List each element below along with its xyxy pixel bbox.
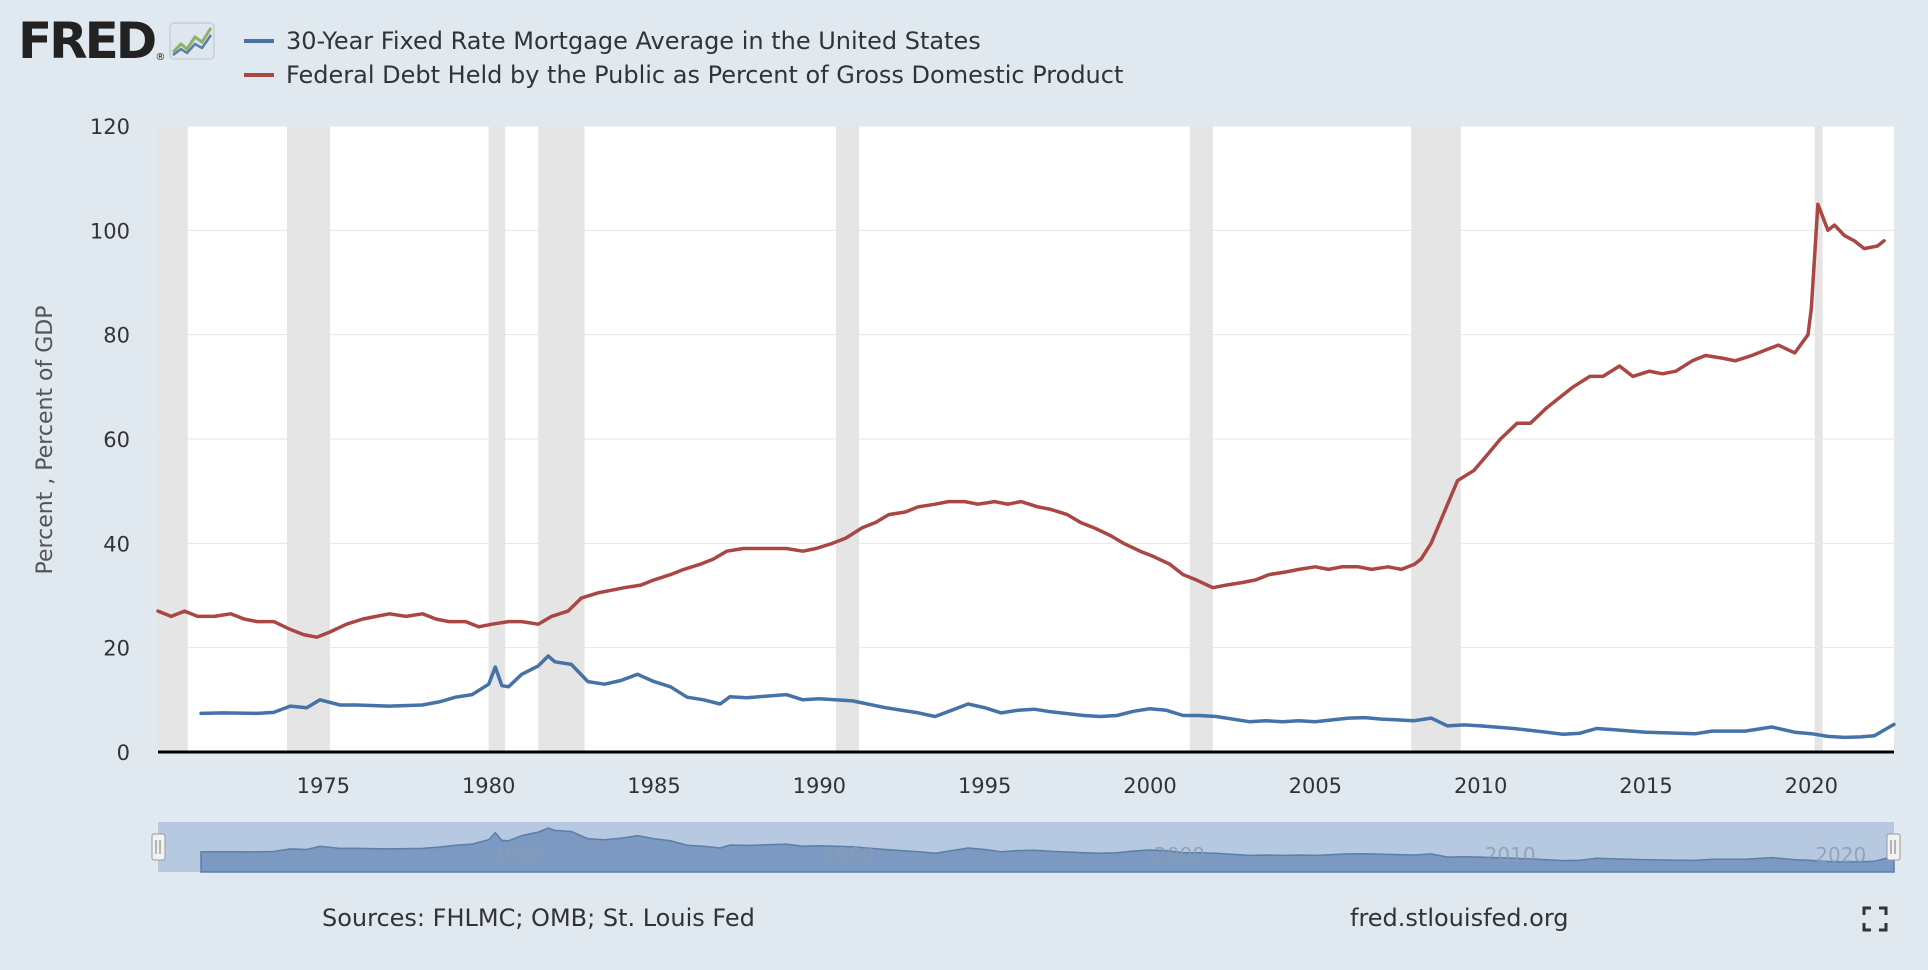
navigator-tick-label: 2020 xyxy=(1815,843,1866,867)
x-tick-label: 1995 xyxy=(958,774,1011,798)
x-tick-label: 1990 xyxy=(793,774,846,798)
series-line-federal-debt[interactable] xyxy=(156,202,1886,639)
y-tick-label: 20 xyxy=(103,637,130,661)
y-tick-label: 0 xyxy=(117,741,130,765)
x-tick-label: 2010 xyxy=(1454,774,1507,798)
legend-item-federal-debt[interactable]: Federal Debt Held by the Public as Perce… xyxy=(244,58,1123,92)
expand-icon[interactable] xyxy=(1862,906,1888,932)
chart-legend: 30-Year Fixed Rate Mortgage Average in t… xyxy=(244,24,1123,92)
x-tick-label: 2005 xyxy=(1289,774,1342,798)
logo-wordmark: FRED xyxy=(18,12,157,70)
y-tick-label: 120 xyxy=(90,115,130,139)
x-tick-label: 2015 xyxy=(1619,774,1672,798)
logo-chart-icon xyxy=(169,22,215,60)
y-tick-label: 60 xyxy=(103,428,130,452)
x-tick-label: 2020 xyxy=(1785,774,1838,798)
y-tick-label: 100 xyxy=(90,219,130,243)
x-tick-label: 1975 xyxy=(297,774,350,798)
navigator-right-handle[interactable] xyxy=(1886,833,1901,861)
x-tick-labels: 1975 1980 1985 1990 1995 2000 2005 2010 2015 2020 xyxy=(297,774,1838,798)
y-axis-title: Percent , Percent of GDP xyxy=(33,306,58,575)
legend-swatch-federal-debt xyxy=(244,73,274,77)
navigator-left-handle[interactable] xyxy=(151,833,166,861)
x-tick-label: 2000 xyxy=(1123,774,1176,798)
navigator-series-area xyxy=(200,827,1895,873)
y-tick-label: 80 xyxy=(103,324,130,348)
y-tick-label: 40 xyxy=(103,532,130,556)
y-tick-labels: 0 20 40 60 80 100 120 xyxy=(90,115,130,765)
legend-label-mortgage: 30-Year Fixed Rate Mortgage Average in t… xyxy=(286,27,981,55)
navigator[interactable]: 1980 1990 2000 2010 2020 xyxy=(151,822,1901,873)
legend-swatch-mortgage xyxy=(244,39,274,43)
y-gridlines xyxy=(158,125,1894,649)
legend-label-federal-debt: Federal Debt Held by the Public as Perce… xyxy=(286,61,1124,89)
navigator-tick-labels: 1980 1990 2000 2010 2020 xyxy=(493,843,1867,867)
logo-registered-mark: ® xyxy=(155,52,166,63)
fred-logo: FRED ® xyxy=(18,16,215,66)
footer-sources: Sources: FHLMC; OMB; St. Louis Fed xyxy=(322,904,755,932)
legend-item-mortgage[interactable]: 30-Year Fixed Rate Mortgage Average in t… xyxy=(244,24,1123,58)
x-tick-label: 1980 xyxy=(462,774,515,798)
navigator-tick-label: 2010 xyxy=(1485,843,1536,867)
series-line-mortgage-rate[interactable] xyxy=(199,654,1896,740)
series-lines xyxy=(156,202,1896,740)
x-tick-label: 1985 xyxy=(627,774,680,798)
footer-site-link[interactable]: fred.stlouisfed.org xyxy=(1350,904,1569,932)
navigator-tick-label: 2000 xyxy=(1154,843,1205,867)
navigator-tick-label: 1980 xyxy=(493,843,544,867)
navigator-tick-label: 1990 xyxy=(823,843,874,867)
